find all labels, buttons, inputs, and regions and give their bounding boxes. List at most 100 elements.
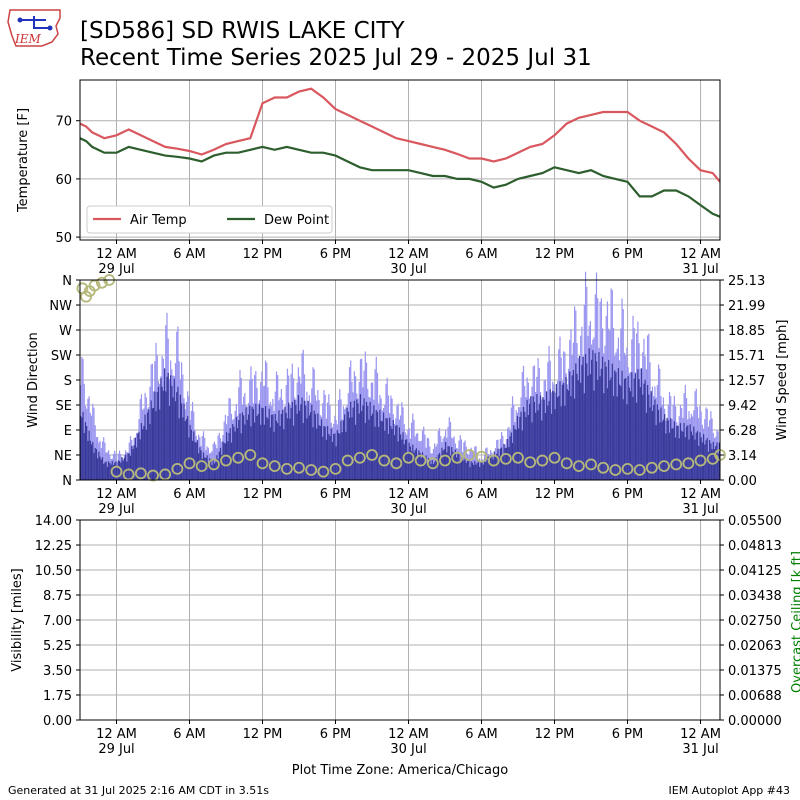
wind-speed-bar [296, 413, 298, 480]
wind-direction-point [536, 454, 549, 467]
wind-gust-bar [694, 391, 696, 480]
wind-speed-bar [234, 431, 236, 480]
wind-speed-bar [631, 372, 633, 480]
wind-direction-point [317, 465, 330, 478]
wind-gust-bar [103, 437, 105, 480]
wind-speed-bar [683, 422, 685, 480]
wind-speed-bar [646, 385, 649, 480]
wind-speed-bar [179, 394, 181, 480]
x-tick-sublabel: 31 Jul [682, 502, 718, 517]
wind-speed-bar [372, 413, 374, 480]
wind-speed-bar [161, 386, 163, 480]
wind-speed-bar [560, 406, 562, 480]
wind-speed-bar [275, 420, 278, 480]
wind-speed-bar [645, 412, 647, 480]
y-tick-label: 10.50 [35, 564, 72, 579]
wind-direction-point [232, 451, 245, 464]
y2-tick-label: 9.42 [728, 399, 757, 414]
wind-speed-bar [114, 462, 116, 480]
wind-speed-bar [526, 399, 528, 480]
wind-gust-bar [449, 421, 452, 480]
wind-speed-bar [190, 429, 192, 480]
wind-speed-bar [576, 373, 578, 480]
wind-speed-bar [263, 424, 265, 480]
wind-speed-bar [649, 407, 651, 480]
wind-speed-bar [423, 458, 425, 480]
wind-speed-bar [143, 425, 145, 480]
wind-speed-bar [565, 376, 567, 480]
wind-speed-bar [381, 421, 383, 480]
wind-speed-bar [417, 458, 419, 480]
wind-speed-bar [336, 430, 338, 480]
wind-speed-bar [314, 414, 317, 480]
y-tick-label: 14.00 [35, 514, 72, 529]
wind-speed-bar [261, 407, 263, 480]
wind-speed-bar [671, 428, 673, 480]
wind-speed-bar [488, 462, 491, 480]
wind-speed-bar [500, 447, 503, 480]
wind-speed-bar [107, 461, 110, 480]
wind-speed-bar [558, 396, 560, 480]
wind-speed-bar [451, 446, 453, 480]
wind-speed-bar [689, 424, 691, 480]
wind-speed-bar [84, 422, 87, 480]
wind-speed-bar [679, 423, 682, 480]
wind-speed-bar [144, 414, 146, 480]
y2-tick-label: 0.01375 [728, 664, 782, 679]
y2-tick-label: 18.85 [728, 324, 765, 339]
wind-speed-bar [364, 423, 366, 480]
wind-direction-point [244, 449, 257, 461]
wind-speed-bar [280, 413, 282, 480]
y2-tick-label: 0.00 [728, 474, 757, 489]
y-tick-label: 50 [55, 231, 72, 246]
wind-direction-point [268, 460, 281, 473]
wind-speed-bar [379, 409, 381, 480]
y2-tick-label: 0.05500 [728, 514, 782, 529]
wind-speed-bar [525, 417, 527, 480]
wind-speed-bar [132, 449, 134, 480]
x-tick-label: 6 PM [320, 727, 351, 742]
wind-speed-bar [608, 360, 610, 480]
x-tick-label: 12 AM [388, 727, 429, 742]
wind-speed-bar [238, 420, 240, 480]
wind-speed-bar [138, 431, 140, 480]
wind-speed-bar [424, 457, 426, 480]
wind-speed-bar [582, 356, 584, 480]
y-axis-label: Visibility [miles] [10, 568, 25, 671]
wind-direction-point [378, 454, 391, 467]
wind-speed-bar [99, 456, 101, 480]
wind-speed-bar [515, 429, 517, 480]
wind-speed-bar [632, 396, 634, 480]
wind-speed-bar [685, 426, 688, 480]
wind-speed-bar [570, 396, 572, 480]
wind-speed-bar [191, 440, 194, 480]
wind-speed-bar [572, 370, 574, 480]
wind-speed-bar [538, 403, 540, 480]
wind-speed-bar [563, 383, 565, 480]
wind-gust-bar [374, 369, 376, 480]
wind-speed-bar [427, 458, 430, 480]
wind-speed-bar [566, 389, 568, 480]
wind-gust-bar [250, 366, 252, 480]
wind-gust-bar [83, 383, 85, 480]
wind-speed-bar [440, 457, 442, 480]
wind-direction-point [609, 464, 622, 476]
wind-speed-bar [249, 405, 251, 480]
wind-speed-bar [643, 383, 645, 480]
y-tick-label: N [62, 474, 72, 489]
wind-speed-bar [693, 426, 695, 480]
x-tick-label: 12 AM [96, 727, 137, 742]
wind-speed-bar [581, 364, 583, 480]
wind-speed-bar [396, 424, 398, 480]
wind-speed-bar [480, 461, 482, 480]
wind-direction-point [329, 462, 342, 475]
wind-speed-bar [316, 428, 318, 480]
wind-gust-bar [92, 403, 94, 480]
wind-speed-bar [561, 384, 564, 480]
wind-speed-bar [245, 407, 247, 480]
wind-speed-bar [468, 460, 470, 480]
wind-speed-bar [603, 393, 605, 480]
wind-speed-bar [121, 457, 123, 480]
wind-speed-bar [494, 455, 497, 480]
